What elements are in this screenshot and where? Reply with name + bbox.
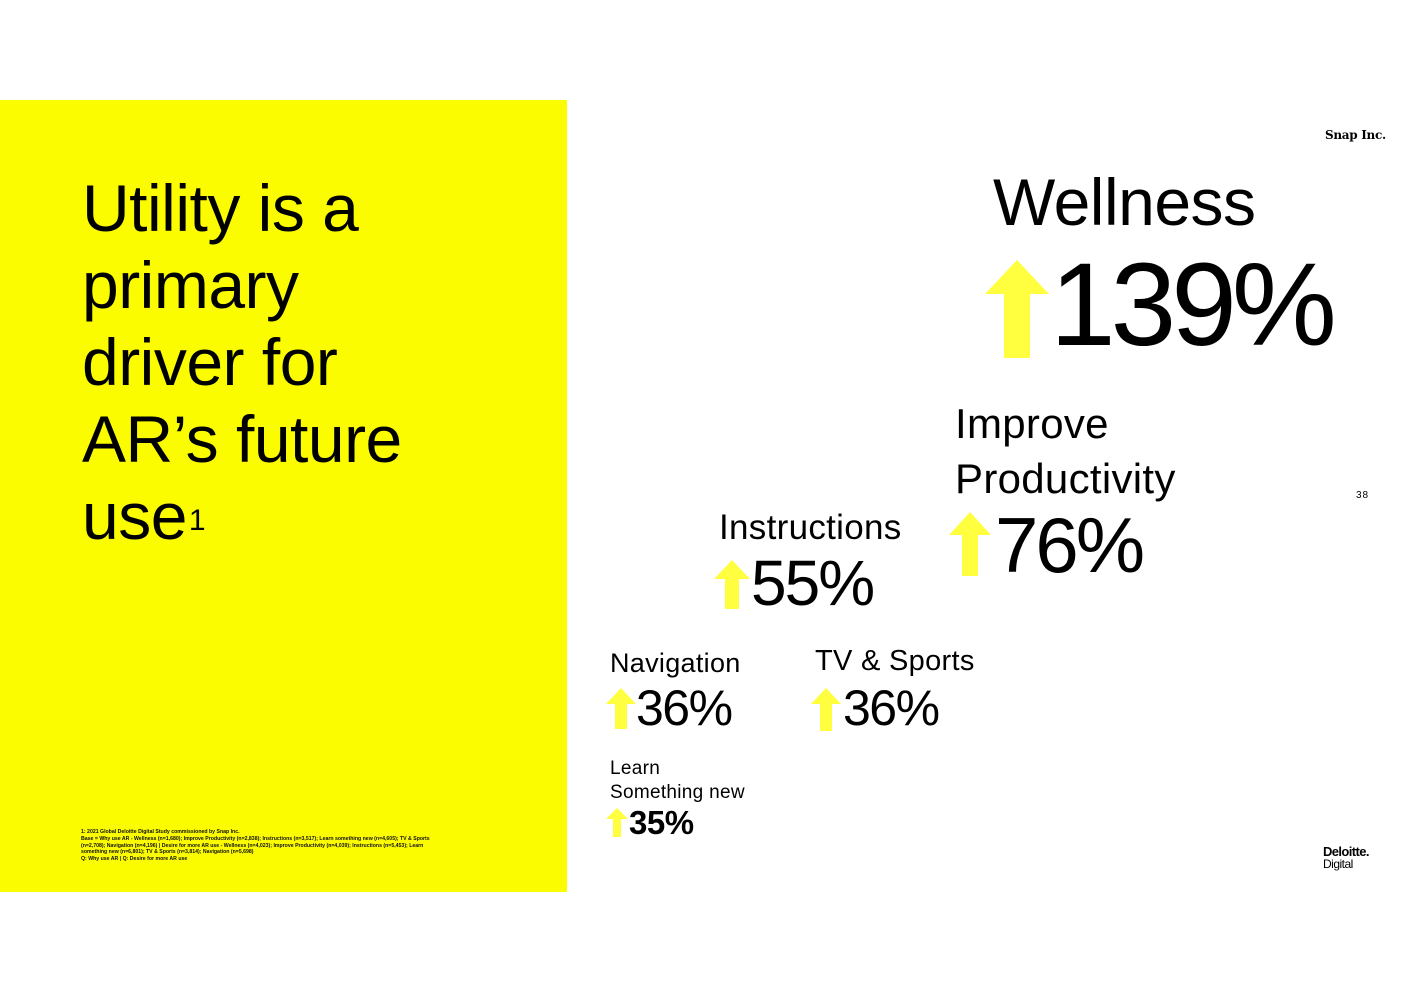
wellness-label: Wellness [993,165,1256,239]
footnote: 1: 2021 Global Deloitte Digital Study co… [81,829,471,863]
learn-label-line: Something new [610,782,745,803]
headline-line: AR’s future [82,402,402,476]
instructions-label: Instructions [719,508,902,547]
instructions-value: 55% [751,547,875,619]
digital-wordmark: Digital [1323,857,1353,871]
productivity-label: Improve Productivity [955,396,1176,506]
up-arrow-icon [714,560,750,609]
headline-line: Utility is a [82,171,359,245]
page-number: 38 [1356,490,1370,501]
headline-line: use [82,479,187,553]
deloitte-wordmark: Deloitte. [1323,844,1369,859]
navigation-value: 36% [636,680,733,736]
deloitte-digital-logo: Deloitte. Digital [1323,844,1369,871]
headline-line: driver for [82,325,338,399]
tv-sports-value: 36% [843,680,940,736]
headline-line-last: use1 [82,478,402,555]
footnote-marker: 1 [188,504,206,537]
up-arrow-icon [949,512,991,576]
wellness-value: 139% [1050,239,1337,371]
learn-label: Learn Something new [610,757,745,805]
footnote-line: Q: Why use AR | Q: Desire for more AR us… [81,856,188,863]
footnote-line: something new (n=6,801); TV & Sports (n=… [81,849,254,856]
snap-logo: Snap Inc. [1325,128,1386,142]
footnote-line: 1: 2021 Global Deloitte Digital Study co… [81,829,240,835]
up-arrow-icon [606,688,636,729]
yellow-panel [0,100,567,892]
footnote-line: Base = Why use AR - Wellness (n=1,680); … [81,835,430,842]
learn-value: 35% [629,804,694,841]
productivity-label-line: Productivity [955,455,1176,502]
navigation-label: Navigation [610,648,741,678]
headline: Utility is a primary driver for AR’s fut… [82,170,402,555]
tv-sports-label: TV & Sports [815,645,975,677]
headline-line: primary [82,248,299,322]
up-arrow-icon [606,808,628,837]
up-arrow-icon [811,688,841,731]
productivity-label-line: Improve [955,400,1109,447]
footnote-line: (n=2,708); Navigation (n=4,196) | Desire… [81,842,424,849]
productivity-value: 76% [995,501,1145,589]
up-arrow-icon [985,260,1049,358]
learn-label-line: Learn [610,758,661,779]
